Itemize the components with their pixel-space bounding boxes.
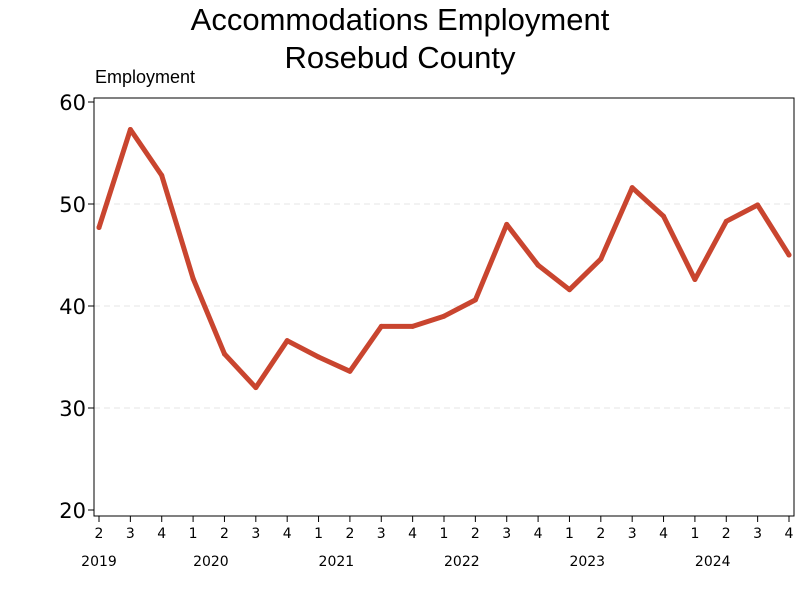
x-tick-label: 4	[785, 526, 794, 542]
x-tick-label: 4	[534, 526, 543, 542]
data-point	[96, 224, 102, 230]
data-point	[410, 323, 416, 329]
x-year-label: 2023	[569, 554, 605, 570]
data-point	[723, 218, 729, 224]
x-tick-label: 4	[408, 526, 417, 542]
x-tick-label: 4	[157, 526, 166, 542]
x-tick-label: 2	[345, 526, 354, 542]
x-tick-label: 1	[314, 526, 323, 542]
data-point	[253, 385, 259, 391]
data-point	[661, 213, 667, 219]
data-point	[786, 252, 792, 258]
data-point	[347, 368, 353, 374]
x-tick-label: 3	[377, 526, 386, 542]
x-tick-label: 2	[95, 526, 104, 542]
data-point	[755, 202, 761, 208]
data-point	[472, 297, 478, 303]
chart-title: Accommodations Employment	[190, 2, 610, 37]
data-point	[221, 351, 227, 357]
x-tick-label: 2	[596, 526, 605, 542]
data-point	[284, 338, 290, 344]
x-tick-label: 1	[440, 526, 449, 542]
x-year-label: 2021	[319, 554, 355, 570]
data-point	[535, 262, 541, 268]
plot-frame	[93, 97, 795, 517]
data-point	[159, 172, 165, 178]
x-tick-label: 2	[220, 526, 229, 542]
y-axis-label: Employment	[95, 67, 196, 87]
y-tick-label: 30	[59, 397, 86, 421]
data-point	[598, 256, 604, 262]
x-axis: 2 3 4 1 2 3 4 1 2 3 4 1 2 3 4 1 2 3 4 1 2 3 4 2019 2020 2021 2022 2…	[81, 516, 794, 570]
y-tick-label: 50	[59, 193, 86, 217]
y-tick-label: 20	[59, 499, 86, 523]
x-year-label: 2020	[193, 554, 229, 570]
gridlines	[94, 203, 794, 409]
series-line	[96, 127, 792, 391]
data-point	[504, 221, 510, 227]
x-tick-label: 3	[628, 526, 637, 542]
data-point	[629, 185, 635, 191]
data-point	[441, 313, 447, 319]
x-tick-label: 3	[502, 526, 511, 542]
x-tick-label: 1	[189, 526, 198, 542]
chart-subtitle: Rosebud County	[284, 40, 516, 75]
x-year-label: 2022	[444, 554, 480, 570]
x-year-label: 2024	[695, 554, 731, 570]
x-tick-label: 1	[690, 526, 699, 542]
x-tick-label: 1	[565, 526, 574, 542]
data-point	[378, 323, 384, 329]
data-point	[692, 276, 698, 282]
x-tick-label: 3	[251, 526, 260, 542]
y-axis: 20 30 40 50 60	[59, 91, 94, 523]
data-point	[566, 287, 572, 293]
x-tick-label: 4	[283, 526, 292, 542]
x-tick-label: 2	[471, 526, 480, 542]
x-tick-label: 2	[722, 526, 731, 542]
data-point	[127, 127, 133, 133]
x-tick-label: 3	[126, 526, 135, 542]
data-point	[316, 354, 322, 360]
y-tick-label: 60	[59, 91, 86, 115]
series-group	[96, 127, 792, 391]
x-year-label: 2019	[81, 554, 117, 570]
x-tick-label: 3	[753, 526, 762, 542]
x-tick-label: 4	[659, 526, 668, 542]
data-point	[190, 275, 196, 281]
y-tick-label: 40	[59, 295, 86, 319]
